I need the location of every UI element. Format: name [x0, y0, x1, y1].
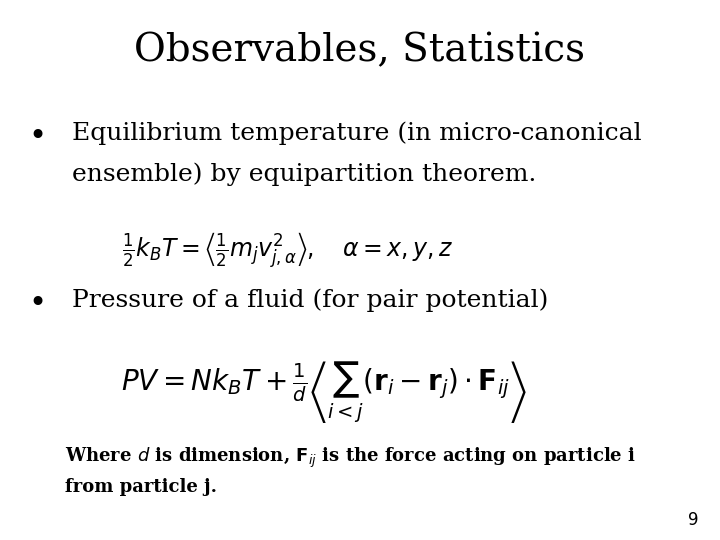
Text: Where $d$ is dimension, $\mathbf{F}_{ij}$ is the force acting on particle i: Where $d$ is dimension, $\mathbf{F}_{ij}…: [65, 446, 636, 470]
Text: $\frac{1}{2}k_B T = \left\langle \frac{1}{2} m_j v_{j,\alpha}^2 \right\rangle, \: $\frac{1}{2}k_B T = \left\langle \frac{1…: [122, 230, 454, 269]
Text: Observables, Statistics: Observables, Statistics: [135, 32, 585, 70]
Text: Pressure of a fluid (for pair potential): Pressure of a fluid (for pair potential): [72, 289, 549, 313]
Text: •: •: [29, 289, 47, 320]
Text: from particle j.: from particle j.: [65, 478, 217, 496]
Text: •: •: [29, 122, 47, 152]
Text: $PV = Nk_B T + \frac{1}{d} \left\langle \sum_{i<j} (\mathbf{r}_i - \mathbf{r}_j): $PV = Nk_B T + \frac{1}{d} \left\langle …: [121, 359, 527, 425]
Text: Equilibrium temperature (in micro-canonical: Equilibrium temperature (in micro-canoni…: [72, 122, 642, 145]
Text: ensemble) by equipartition theorem.: ensemble) by equipartition theorem.: [72, 162, 536, 186]
Text: 9: 9: [688, 511, 698, 529]
